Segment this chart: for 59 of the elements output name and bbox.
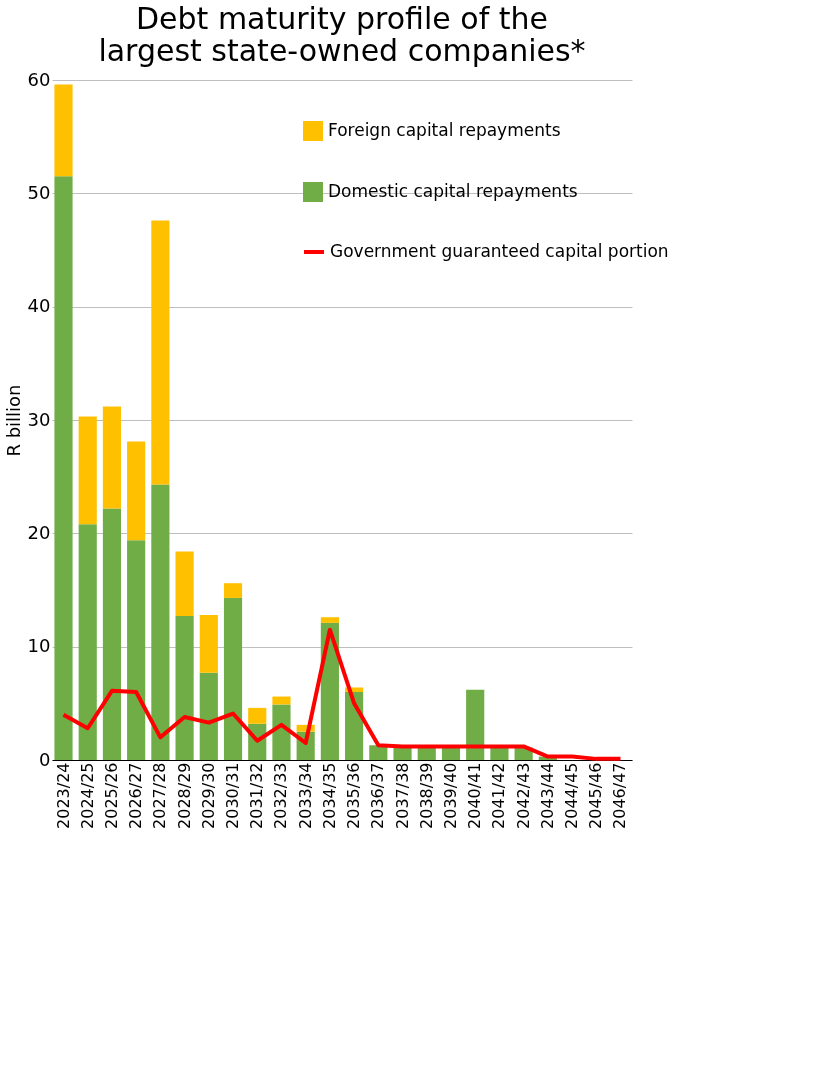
x-tick-label: 2044/45 bbox=[562, 762, 582, 829]
bar bbox=[78, 416, 97, 525]
bar bbox=[199, 672, 218, 760]
x-tick-label: 2045/46 bbox=[586, 762, 606, 829]
y-tick-label: 40 bbox=[27, 295, 51, 317]
x-tick-label: 2030/31 bbox=[223, 762, 243, 829]
bar bbox=[54, 176, 73, 760]
y-tick-label: 60 bbox=[27, 68, 51, 90]
y-axis-title: R billion bbox=[2, 384, 24, 457]
x-tick-label: 2038/39 bbox=[416, 762, 436, 829]
x-tick-label: 2028/29 bbox=[174, 762, 194, 829]
x-tick-label: 2037/38 bbox=[392, 762, 412, 829]
bar bbox=[127, 441, 146, 541]
y-tick-label: 50 bbox=[27, 181, 51, 203]
x-tick-label: 2040/41 bbox=[465, 762, 485, 829]
chart-title: Debt maturity profile of the largest state-owned companies* bbox=[98, 1, 586, 68]
x-tick-label: 2026/27 bbox=[126, 762, 146, 829]
bar bbox=[466, 689, 485, 760]
x-tick-label: 2036/37 bbox=[368, 762, 388, 829]
bar bbox=[54, 84, 73, 177]
x-tick-label: 2041/42 bbox=[489, 762, 509, 829]
bar bbox=[127, 540, 146, 760]
x-tick-label: 2032/33 bbox=[271, 762, 291, 829]
x-tick-label: 2046/47 bbox=[610, 762, 630, 829]
y-tick-label: 10 bbox=[27, 635, 51, 657]
bar bbox=[248, 707, 267, 724]
legend-label: Foreign capital repayments bbox=[328, 120, 561, 140]
bar bbox=[223, 583, 243, 598]
x-tick-label: 2029/30 bbox=[198, 762, 218, 829]
bar bbox=[272, 704, 291, 760]
x-tick-label: 2033/34 bbox=[295, 762, 315, 829]
bar bbox=[272, 696, 291, 705]
line-series bbox=[61, 627, 623, 761]
bar bbox=[151, 484, 170, 760]
x-tick-label: 2025/26 bbox=[101, 762, 121, 829]
bar bbox=[102, 406, 122, 509]
x-tick-label: 2024/25 bbox=[77, 762, 97, 829]
y-tick-label: 30 bbox=[27, 408, 51, 430]
bar bbox=[320, 617, 339, 623]
bar bbox=[102, 508, 122, 760]
bar bbox=[199, 614, 218, 673]
x-tick-label: 2042/43 bbox=[513, 762, 533, 829]
bar bbox=[78, 524, 97, 760]
bar bbox=[175, 616, 194, 760]
x-tick-label: 2035/36 bbox=[344, 762, 364, 829]
legend-label: Domestic capital repayments bbox=[328, 181, 578, 201]
x-tick-label: 2031/32 bbox=[247, 762, 267, 829]
x-tick-label: 2023/24 bbox=[53, 762, 73, 829]
legend-label: Government guaranteed capital portion bbox=[330, 241, 669, 261]
y-tick-label: 20 bbox=[27, 521, 51, 543]
x-tick-label: 2043/44 bbox=[537, 762, 557, 829]
bar bbox=[369, 745, 388, 760]
y-tick-label: 0 bbox=[39, 748, 51, 770]
x-tick-label: 2039/40 bbox=[440, 762, 460, 829]
bar bbox=[175, 551, 194, 617]
x-tick-label: 2027/28 bbox=[150, 762, 170, 829]
x-tick-label: 2034/35 bbox=[319, 762, 339, 829]
bar bbox=[223, 597, 243, 760]
bar bbox=[151, 220, 170, 485]
